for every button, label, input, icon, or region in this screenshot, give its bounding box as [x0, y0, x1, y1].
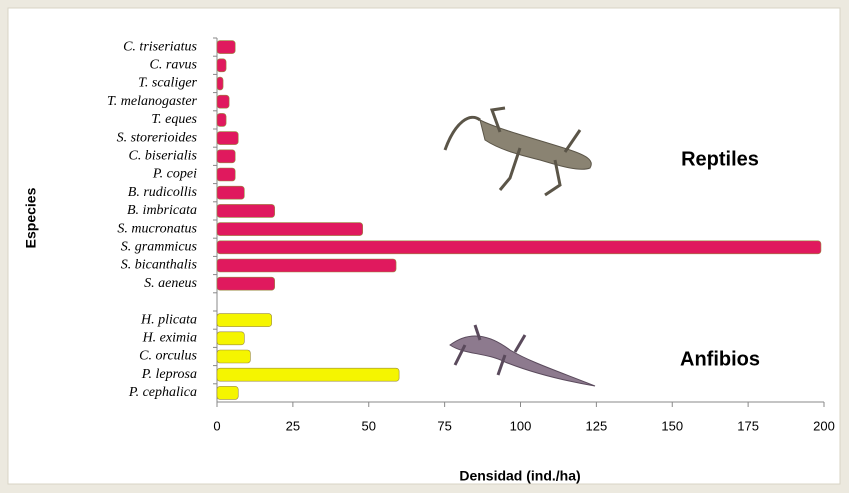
x-tick-label: 25: [286, 418, 300, 433]
y-tick-label: C. biserialis: [129, 149, 198, 164]
x-tick-label: 75: [437, 418, 451, 433]
bar: [216, 76, 224, 91]
y-tick-label: H. plicata: [140, 312, 197, 327]
bar: [216, 185, 245, 200]
bar: [216, 258, 397, 273]
lizard-illustration: [443, 106, 592, 197]
x-tick-label: 125: [586, 418, 608, 433]
bar: [216, 367, 400, 382]
series-label: Anfibios: [680, 348, 760, 370]
y-tick-label: S. storerioides: [117, 130, 198, 145]
x-tick-label: 50: [362, 418, 376, 433]
bar: [216, 113, 227, 127]
y-tick-label: T. scaliger: [138, 76, 197, 91]
y-tick-label: P. cephalica: [128, 385, 197, 400]
y-tick-label: S. mucronatus: [117, 221, 197, 236]
bar: [216, 204, 275, 218]
y-tick-label: P. copei: [152, 167, 197, 182]
x-tick-label: 0: [213, 418, 220, 433]
x-tick-label: 175: [737, 418, 759, 433]
bar: [216, 331, 245, 346]
bar: [216, 40, 236, 54]
bar: [216, 131, 239, 145]
bar: [216, 276, 275, 291]
y-tick-label: S. bicanthalis: [121, 258, 198, 273]
y-tick-label: C. triseriatus: [123, 39, 197, 54]
y-axis-title: Especies: [23, 187, 39, 248]
y-tick-label: P. leprosa: [141, 367, 197, 382]
series-label: Reptiles: [681, 148, 759, 170]
y-tick-label: H. eximia: [142, 331, 197, 346]
y-tick-label: B. imbricata: [127, 203, 197, 218]
x-tick-label: 100: [510, 418, 532, 433]
y-tick-label: T. melanogaster: [107, 94, 198, 109]
bar: [216, 58, 227, 73]
x-tick-label: 150: [661, 418, 683, 433]
x-axis-title: Densidad (ind./ha): [459, 468, 580, 484]
bar: [216, 349, 251, 364]
bar: [216, 167, 236, 182]
bar: [216, 313, 272, 327]
bar: [216, 240, 822, 255]
y-tick-label: B. rudicollis: [128, 185, 198, 200]
bar: [216, 149, 236, 164]
x-tick-label: 200: [813, 418, 835, 433]
salamander-illustration: [449, 324, 596, 387]
y-tick-label: C. orculus: [139, 349, 197, 364]
y-tick-label: C. ravus: [150, 58, 198, 73]
plot-area: 0 25 50 75 100 125 150 175 200 C. triseriatus C. r…: [107, 37, 835, 433]
y-tick-label: T. eques: [151, 112, 197, 127]
y-tick-label: S. grammicus: [121, 240, 198, 255]
y-tick-label: S. aeneus: [144, 276, 197, 291]
bar: [216, 386, 239, 400]
bar: [216, 94, 230, 109]
bar: [216, 222, 363, 236]
